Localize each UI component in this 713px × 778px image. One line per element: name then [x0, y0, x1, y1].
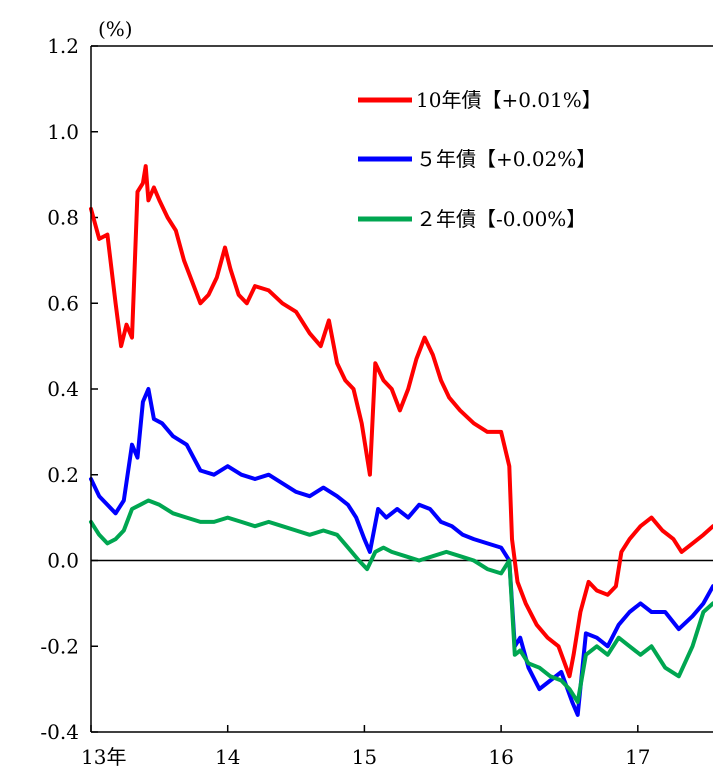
- y-tick-label: 1.0: [47, 120, 79, 144]
- series-lines: [89, 164, 713, 717]
- x-tick-label: 14: [215, 745, 240, 769]
- series-line-2y: [89, 498, 713, 704]
- y-tick-label: 0.0: [47, 549, 79, 573]
- y-tick-label: 0.2: [47, 463, 79, 487]
- legend-label-10y: 10年債【+0.01%】: [416, 88, 602, 112]
- y-tick-label: -0.4: [40, 720, 79, 744]
- y-tick-label: 0.8: [47, 206, 79, 230]
- y-tick-label: 0.6: [47, 291, 79, 315]
- series-line-10y: [89, 164, 713, 679]
- x-tick-label: 17: [625, 745, 650, 769]
- y-axis-ticks: 1.2 1.0 0.8 0.6 0.4 0.2 0.0 -0.2 -0.4: [40, 34, 98, 744]
- y-tick-label: -0.2: [40, 634, 79, 658]
- legend-label-2y: ２年債【-0.00%】: [416, 207, 586, 231]
- y-tick-label: 0.4: [47, 377, 79, 401]
- x-tick-label: 16: [488, 745, 513, 769]
- series-line-5y: [89, 387, 713, 717]
- x-axis-ticks: 13年 14 15 16 17: [81, 725, 651, 769]
- x-tick-label: 15: [352, 745, 377, 769]
- legend-label-5y: ５年債【+0.02%】: [416, 147, 596, 171]
- y-tick-label: 1.2: [47, 34, 79, 58]
- chart-legend: 10年債【+0.01%】 ５年債【+0.02%】 ２年債【-0.00%】: [358, 88, 602, 231]
- y-unit-label: (%): [98, 17, 133, 41]
- x-tick-label: 13年: [81, 745, 126, 769]
